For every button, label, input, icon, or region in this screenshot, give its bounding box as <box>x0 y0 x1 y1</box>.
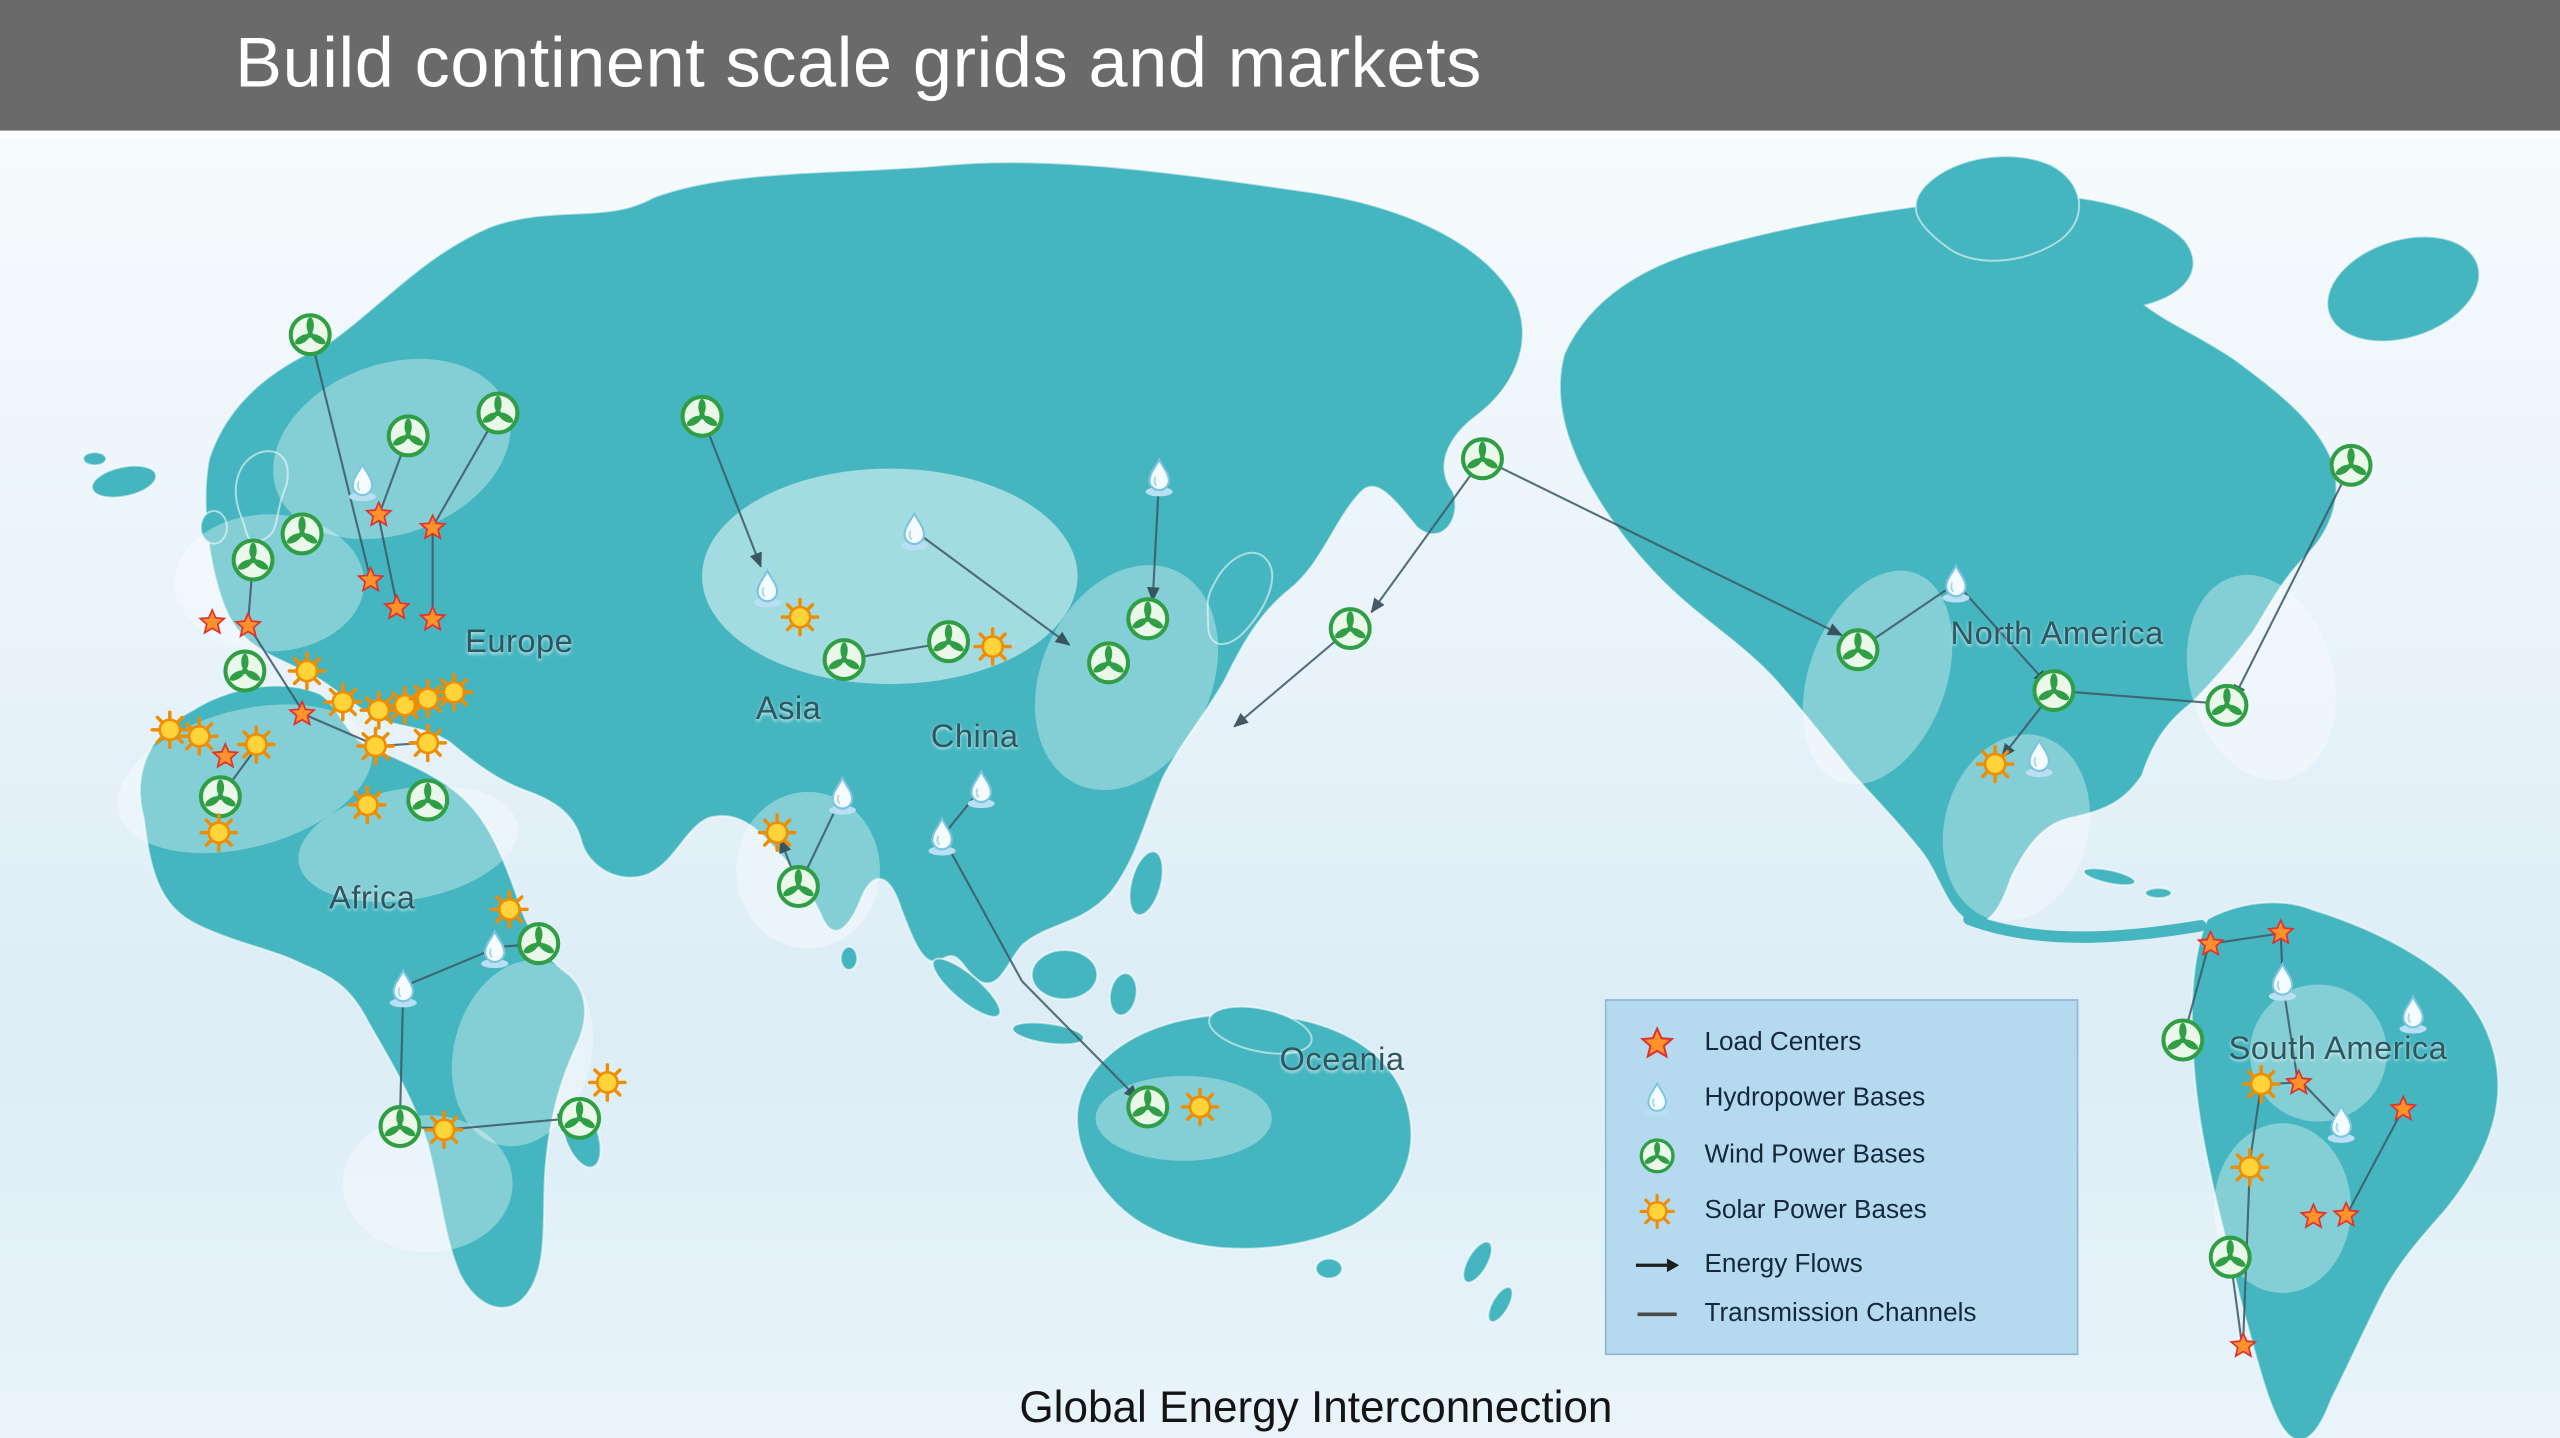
legend-item-label: Energy Flows <box>1704 1249 1863 1278</box>
energy-flow-arrow <box>2000 689 2055 759</box>
transmission-channel-line <box>407 947 496 986</box>
transmission-channel-line <box>2229 1256 2243 1343</box>
transmission-channel-line <box>1857 586 1950 651</box>
legend-item: Wind Power Bases <box>1626 1138 2057 1174</box>
transmission-channel-line <box>247 624 303 711</box>
transmission-channel-line <box>2348 1108 2405 1211</box>
slide-title: Build continent scale grids and markets <box>235 24 1482 103</box>
transmission-channel-line <box>379 435 410 512</box>
transmission-channel-line <box>2181 949 2209 1041</box>
transmission-channel-line <box>2210 932 2278 945</box>
transmission-channel-line <box>2279 932 2284 978</box>
energy-flow-arrow <box>443 1113 573 1131</box>
transmission-channel-line <box>2242 1167 2251 1339</box>
transmission-channel-line <box>398 987 405 1119</box>
legend-item: Hydropower Bases <box>1626 1081 2057 1117</box>
energy-flow-arrow <box>1370 458 1484 614</box>
transmission-channel-line <box>941 835 1023 982</box>
continents-graphic <box>82 155 2500 1438</box>
region-label-asia: Asia <box>755 691 822 728</box>
legend-item-label: Load Centers <box>1704 1028 1862 1057</box>
legend-item-label: Solar Power Bases <box>1704 1197 1927 1225</box>
legend-item: Solar Power Bases <box>1626 1193 2057 1230</box>
transmission-channel-line <box>944 787 983 834</box>
energy-flow-arrow <box>1481 457 1843 637</box>
transmission-channel-line <box>2302 1083 2342 1124</box>
transmission-channel-line <box>375 741 427 748</box>
region-label-africa: Africa <box>329 880 416 917</box>
region-label-south-america: South America <box>2228 1031 2448 1067</box>
legend-item: Load Centers <box>1626 1025 2057 1061</box>
legend-item: Transmission Channels <box>1626 1300 2057 1329</box>
legend-item-label: Hydropower Bases <box>1704 1084 1926 1113</box>
wind-legend-icon <box>1626 1138 1688 1174</box>
energy-flow-arrow <box>1955 582 2049 686</box>
arrow-legend-icon <box>1626 1255 1688 1275</box>
energy-flow-arrow <box>913 529 1071 646</box>
solar-legend-icon <box>1626 1193 1688 1230</box>
region-label-china: China <box>930 719 1019 756</box>
transmission-channel-line <box>2248 1083 2263 1163</box>
region-label-oceania: Oceania <box>1279 1042 1405 1079</box>
transmission-channel-line <box>497 942 539 948</box>
transmission-channel-line <box>247 559 255 623</box>
transmission-channel-line <box>399 1125 438 1130</box>
energy-flow-arrow <box>1021 980 1139 1100</box>
legend-item-label: Transmission Channels <box>1704 1299 1977 1328</box>
map-caption: Global Energy Interconnection <box>1019 1382 1613 1432</box>
energy-flow-arrow <box>1147 476 1161 603</box>
transmission-channel-line <box>433 412 499 525</box>
transmission-channel-line <box>802 794 844 878</box>
transmission-channel-line <box>377 517 398 605</box>
energy-flow-arrow <box>701 415 762 568</box>
slide-header: Build continent scale grids and markets <box>0 0 2560 131</box>
line-legend-icon <box>1626 1304 1688 1324</box>
world-map: Europe Asia China Africa Oceania North Americ… <box>0 138 2560 1438</box>
transmission-channel-line <box>2053 689 2221 705</box>
transmission-channel-line <box>309 334 371 574</box>
star-legend-icon <box>1626 1025 1688 1061</box>
hydro-legend-icon <box>1626 1081 1688 1117</box>
legend-item: Energy Flows <box>1626 1250 2057 1279</box>
transmission-channel-line <box>301 712 375 746</box>
transmission-channel-line <box>2264 1081 2299 1086</box>
map-legend: Load Centers Hydropower Bases Wind Power B… <box>1604 999 2079 1356</box>
energy-flow-arrow <box>779 837 800 887</box>
transmission-lines-layer <box>219 334 2405 1343</box>
energy-flow-arrow <box>1233 627 1351 728</box>
transmission-channel-line <box>843 642 944 661</box>
region-label-europe: Europe <box>465 624 574 661</box>
energy-flow-arrow <box>2232 464 2352 700</box>
legend-item-label: Wind Power Bases <box>1704 1140 1926 1169</box>
region-label-north-america: North America <box>1950 616 2164 653</box>
transmission-channel-line <box>219 747 258 798</box>
legend-list: Load Centers Hydropower Bases Wind Power B… <box>1626 1025 2057 1329</box>
